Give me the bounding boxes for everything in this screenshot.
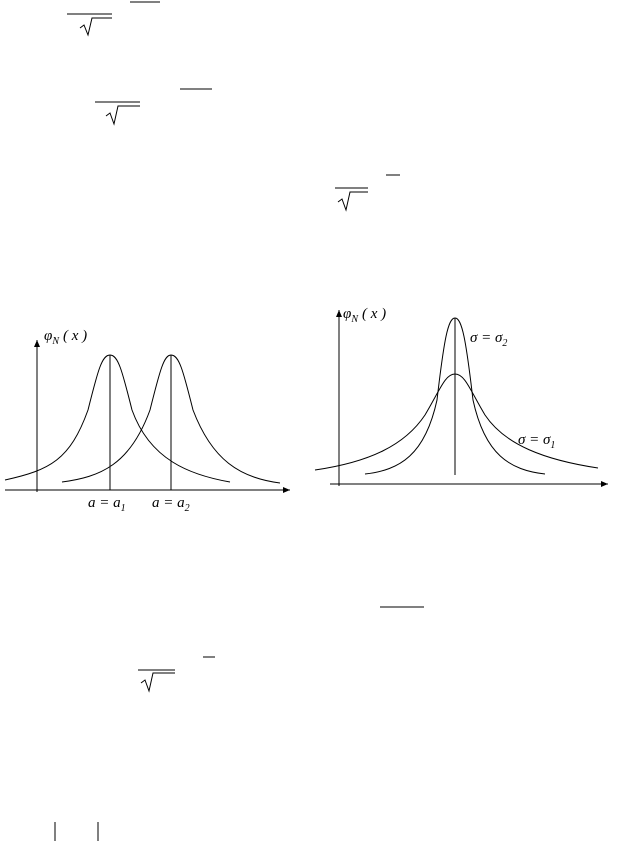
label-part: 1 (550, 440, 555, 451)
curve-label: a = a1 (88, 495, 126, 514)
label-part: 1 (121, 503, 126, 514)
label-part: σ = σ (470, 330, 503, 346)
label-part: 2 (502, 338, 507, 349)
curve-label: σ = σ2 (470, 330, 507, 349)
y-label: φN( x ) (44, 328, 87, 347)
label-part: ( x ) (63, 328, 87, 344)
label-part: a = a (88, 495, 121, 511)
figure-right: φN( x ) σ = σ2 σ = σ1 (314, 306, 608, 487)
label-part: φ (44, 328, 52, 344)
label-part: σ = σ (518, 432, 551, 448)
label-part: N (51, 336, 60, 347)
label-part: 2 (185, 503, 190, 514)
label-part: a = a (152, 495, 185, 511)
y-label: φN( x ) (343, 306, 386, 325)
curve-label: σ = σ1 (518, 432, 555, 451)
label-part: φ (343, 306, 351, 322)
formula-fragments (54, 1, 424, 841)
curve-label: a = a2 (152, 495, 190, 514)
figure-left: φN( x ) a = a1 a = a2 (4, 328, 290, 514)
label-part: ( x ) (362, 306, 386, 322)
label-part: N (350, 314, 359, 325)
